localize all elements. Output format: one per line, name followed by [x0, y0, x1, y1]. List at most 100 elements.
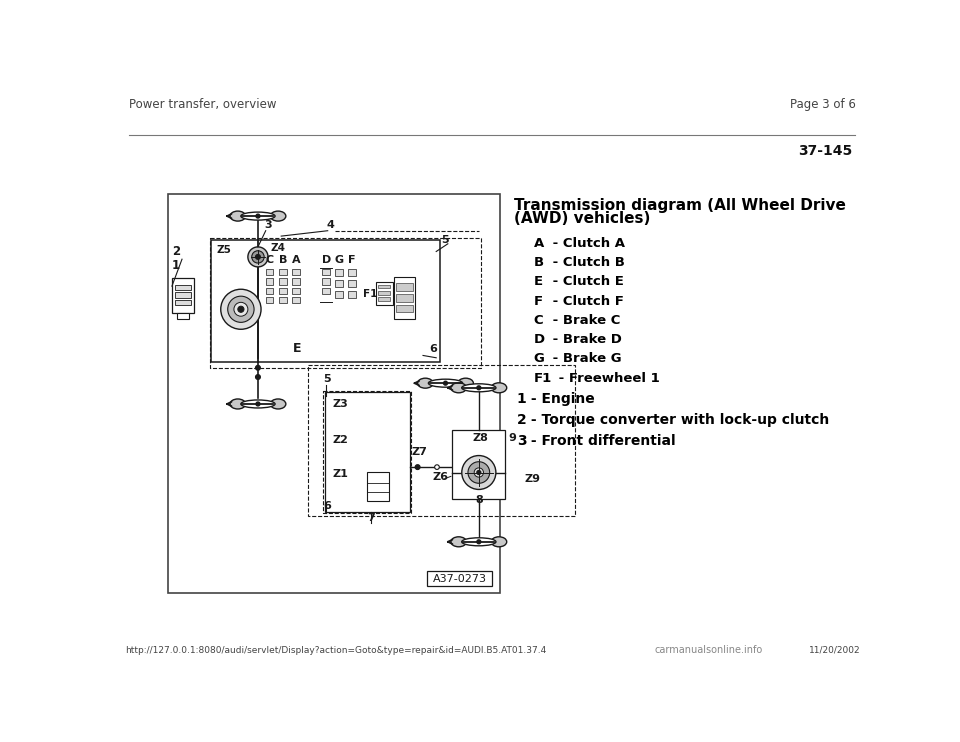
Circle shape: [248, 247, 268, 267]
Text: 3: 3: [516, 434, 526, 448]
Text: 8: 8: [476, 496, 484, 505]
Ellipse shape: [492, 536, 507, 547]
Text: C: C: [266, 255, 274, 265]
Text: - Clutch F: - Clutch F: [548, 295, 624, 308]
Bar: [335, 291, 344, 298]
Circle shape: [252, 251, 264, 263]
Bar: [368, 472, 389, 501]
Ellipse shape: [230, 399, 246, 409]
Bar: [211, 240, 440, 361]
Ellipse shape: [230, 211, 246, 221]
Bar: [177, 313, 189, 319]
Bar: [175, 292, 190, 298]
Text: carmanualsonline.info: carmanualsonline.info: [655, 645, 763, 655]
Bar: [396, 283, 413, 291]
Bar: [172, 278, 194, 313]
Circle shape: [221, 289, 261, 329]
Circle shape: [474, 468, 484, 477]
Circle shape: [256, 402, 260, 406]
Text: Z1: Z1: [332, 470, 348, 479]
Bar: [427, 571, 492, 586]
Circle shape: [477, 470, 481, 474]
Text: 4: 4: [326, 220, 334, 229]
Text: 11/20/2002: 11/20/2002: [808, 646, 860, 655]
Text: Z5: Z5: [216, 245, 231, 255]
Bar: [323, 288, 330, 294]
Text: Power transfer, overview: Power transfer, overview: [130, 98, 276, 111]
Text: E: E: [534, 275, 543, 289]
Bar: [323, 269, 330, 275]
Ellipse shape: [451, 383, 467, 393]
Ellipse shape: [241, 212, 276, 220]
Text: B: B: [534, 256, 544, 269]
Circle shape: [477, 386, 481, 390]
Text: 1: 1: [172, 259, 180, 272]
Bar: [378, 285, 391, 289]
Text: Z4: Z4: [271, 243, 285, 253]
Bar: [348, 269, 355, 276]
Bar: [278, 297, 287, 303]
Circle shape: [256, 214, 260, 218]
Ellipse shape: [271, 399, 286, 409]
Bar: [394, 277, 416, 319]
Bar: [292, 269, 300, 275]
Bar: [375, 282, 393, 306]
Text: - Clutch A: - Clutch A: [548, 237, 625, 250]
Text: F1: F1: [534, 372, 552, 384]
Bar: [278, 269, 287, 275]
Text: - Torque converter with lock-up clutch: - Torque converter with lock-up clutch: [526, 413, 829, 427]
Circle shape: [435, 464, 440, 470]
Bar: [323, 278, 330, 285]
Text: 2: 2: [516, 413, 526, 427]
Text: F: F: [534, 295, 543, 308]
Text: A: A: [534, 237, 544, 250]
Bar: [292, 297, 300, 303]
Text: Z3: Z3: [332, 398, 348, 409]
Bar: [348, 291, 355, 298]
Bar: [396, 294, 413, 301]
Text: 2: 2: [172, 246, 180, 258]
Bar: [266, 297, 274, 303]
Bar: [396, 305, 413, 312]
Ellipse shape: [271, 211, 286, 221]
Bar: [335, 269, 344, 276]
Ellipse shape: [492, 383, 507, 393]
Ellipse shape: [428, 379, 463, 387]
Text: Z9: Z9: [524, 473, 540, 484]
Text: G: G: [534, 352, 544, 365]
Ellipse shape: [458, 378, 473, 388]
Ellipse shape: [462, 384, 496, 392]
Bar: [175, 285, 190, 290]
Text: C: C: [534, 314, 543, 327]
Text: - Brake D: - Brake D: [548, 333, 622, 346]
Text: - Engine: - Engine: [526, 393, 595, 407]
Bar: [348, 280, 355, 287]
Circle shape: [468, 462, 490, 483]
Bar: [266, 288, 274, 294]
Bar: [266, 278, 274, 285]
Circle shape: [477, 540, 481, 544]
Bar: [335, 280, 344, 287]
Text: - Clutch E: - Clutch E: [548, 275, 624, 289]
Text: - Freewheel 1: - Freewheel 1: [554, 372, 660, 384]
Ellipse shape: [462, 538, 496, 546]
Bar: [378, 297, 391, 301]
Circle shape: [255, 375, 260, 379]
Bar: [292, 288, 300, 294]
Text: 9: 9: [508, 433, 516, 443]
Text: 5: 5: [324, 374, 330, 384]
Text: - Front differential: - Front differential: [526, 434, 676, 448]
Bar: [175, 300, 190, 306]
Text: - Brake C: - Brake C: [548, 314, 620, 327]
Circle shape: [238, 306, 244, 312]
Bar: [292, 278, 300, 285]
Bar: [278, 288, 287, 294]
Text: A: A: [292, 255, 300, 265]
Bar: [324, 393, 410, 512]
Text: F1: F1: [363, 289, 377, 299]
Text: - Brake G: - Brake G: [548, 352, 621, 365]
Bar: [210, 238, 481, 368]
Bar: [168, 194, 500, 593]
Text: 6: 6: [429, 344, 437, 355]
Text: Z6: Z6: [432, 472, 448, 482]
